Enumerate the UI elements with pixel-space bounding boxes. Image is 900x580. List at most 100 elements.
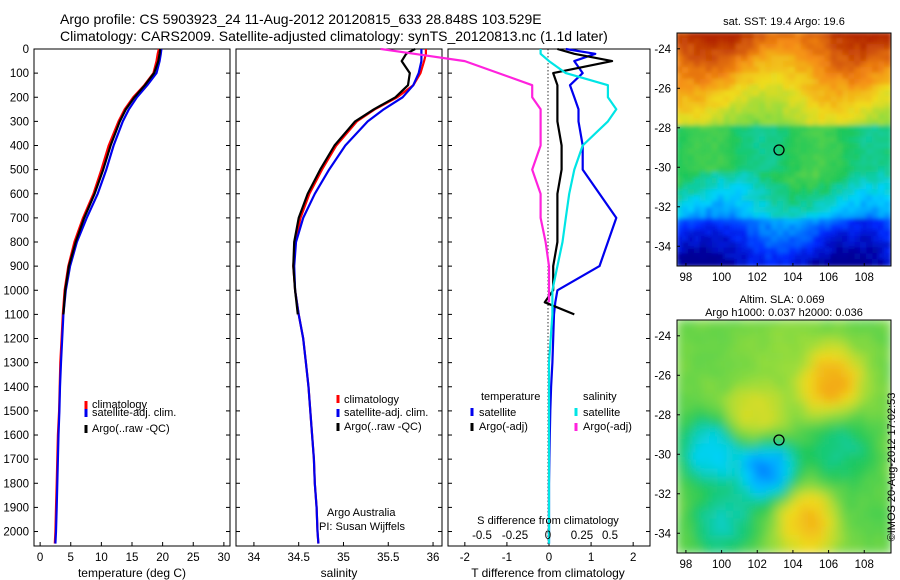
difference-panel: -2 -1 0 1 2 S difference from climatology -0… [380, 47, 651, 580]
x-tick-label: 5 [68, 552, 74, 564]
map-lat-label: -30 [654, 449, 671, 461]
x-tick-label: 36 [427, 552, 440, 564]
difference-series [380, 47, 618, 544]
sst-map-panel: sat. SST: 19.4 Argo: 19.6 98 100 102 104 106… [654, 16, 892, 284]
legend-label-satellite: satellite-adj. clim. [344, 407, 428, 419]
temperature-panel: 0100200300400500600700800900100011001200… [3, 44, 650, 580]
depth-tick-label: 2000 [3, 527, 29, 539]
legend-label-s-satellite: satellite [583, 407, 620, 419]
x-tick-label: 35.5 [377, 552, 399, 564]
s-tick-label: 0.25 [571, 530, 593, 542]
salinity-panel: 34 34.5 35 35.5 36 salinity climatology sate… [235, 48, 443, 580]
sla-map-panel: Altim. SLA: 0.069 Argo h1000: 0.037 h200… [654, 294, 892, 571]
figure-title-line1: Argo profile: CS 5903923_24 11-Aug-2012 … [60, 11, 542, 27]
map-lon-label: 100 [712, 272, 731, 284]
figure-title-line2: Climatology: CARS2009. Satellite-adjuste… [60, 28, 608, 44]
depth-tick-label: 1700 [3, 454, 29, 466]
map-lat-label: -30 [654, 162, 671, 174]
series-line-argo-raw-qc- [292, 48, 416, 315]
x-tick-label: 2 [630, 552, 636, 564]
depth-tick-label: 500 [10, 165, 29, 177]
x-tick-label: 0 [37, 552, 43, 564]
map-lon-label: 102 [748, 272, 767, 284]
depth-tick-label: 400 [10, 141, 29, 153]
series-line-argo-adj- [543, 47, 614, 316]
legend-header-salinity: salinity [583, 391, 617, 403]
series-line-satellite-adj-clim- [293, 49, 423, 544]
legend-label-t-argo: Argo(-adj) [479, 421, 528, 433]
map-lon-label: 98 [680, 272, 693, 284]
depth-tick-label: 1200 [3, 334, 29, 346]
legend-label-argo: Argo(..raw -QC) [92, 423, 170, 435]
map-lon-label: 108 [855, 559, 874, 571]
map-lat-label: -34 [654, 241, 671, 253]
sst-map-frame [676, 32, 892, 267]
depth-tick-label: 1100 [4, 309, 29, 321]
map-lon-label: 104 [783, 559, 803, 571]
temperature-ticks: 0 5 10 15 20 25 30 [37, 542, 230, 564]
x-tick-label: 0 [546, 552, 552, 564]
map-lat-label: -26 [654, 83, 671, 95]
argo-position-marker [773, 144, 785, 156]
x-tick-label: 20 [156, 552, 169, 564]
x-tick-label: 10 [95, 552, 108, 564]
x-tick-label: 1 [588, 552, 594, 564]
s-tick-label: -0.5 [472, 530, 492, 542]
salinity-ticks: 34 34.5 35 35.5 36 [248, 542, 440, 564]
depth-tick-label: 1900 [3, 502, 29, 514]
credit-line1: Argo Australia [327, 507, 396, 519]
x-tick-label: 34.5 [288, 552, 310, 564]
credit-line2: PI: Susan Wijffels [319, 521, 405, 533]
map-lat-label: -28 [654, 123, 671, 135]
salinity-legend: climatology satellite-adj. clim. Argo(..… [336, 394, 428, 433]
sst-map-title: sat. SST: 19.4 Argo: 19.6 [723, 16, 845, 28]
temperature-series [53, 48, 163, 544]
depth-ticks: 0 100 200 300 400 500 600 700 800 900 1000 1100 1200… [3, 44, 650, 539]
s-tick-label: 0 [545, 530, 551, 542]
map-lat-label: -34 [654, 528, 671, 540]
depth-tick-label: 1800 [3, 478, 29, 490]
x-tick-label: 34 [248, 552, 261, 564]
map-lat-label: -26 [654, 370, 671, 382]
x-tick-label: -2 [460, 552, 470, 564]
salinity-axes-frame [235, 48, 443, 547]
series-line-satellite [539, 49, 618, 544]
depth-tick-label: 1500 [3, 406, 29, 418]
x-tick-label: 15 [126, 552, 139, 564]
map-lon-label: 102 [748, 559, 767, 571]
legend-label-t-satellite: satellite [479, 407, 516, 419]
map-lat-label: -32 [654, 202, 671, 214]
series-line-argo-raw-qc- [62, 48, 162, 315]
map-lon-label: 104 [783, 272, 803, 284]
t-difference-ticks: -2 -1 0 1 2 [460, 542, 636, 564]
depth-tick-label: 1000 [3, 285, 29, 297]
imos-watermark: ©IMOS 20-Aug-2012 17:02:53 [886, 393, 898, 542]
sla-map-ticks: 98 100 102 104 106 108 -24 -26 -28 -30 -32 -34 [654, 331, 873, 571]
depth-tick-label: 200 [10, 92, 29, 104]
legend-label-satellite: satellite-adj. clim. [92, 407, 176, 419]
temperature-xlabel: temperature (deg C) [78, 566, 186, 580]
s-difference-ticks: -0.5 -0.25 0 0.25 0.5 [472, 530, 618, 542]
sla-field [677, 320, 891, 553]
salinity-xlabel: salinity [321, 566, 358, 580]
sst-field [677, 33, 891, 266]
depth-tick-label: 300 [10, 116, 29, 128]
map-lat-label: -24 [654, 44, 671, 56]
depth-tick-label: 0 [23, 44, 29, 56]
legend-header-temperature: temperature [481, 391, 540, 403]
series-line-climatology [53, 48, 160, 544]
x-tick-label: 30 [217, 552, 230, 564]
map-lon-label: 106 [819, 559, 838, 571]
s-difference-xlabel: S difference from climatology [477, 515, 619, 527]
series-line-argo-adj- [380, 47, 551, 303]
legend-label-s-argo: Argo(-adj) [583, 421, 632, 433]
argo-position-marker [773, 434, 785, 446]
depth-tick-label: 700 [10, 213, 29, 225]
sla-map-title-line2: Argo h1000: 0.037 h2000: 0.036 [705, 307, 863, 319]
depth-tick-label: 1300 [3, 358, 29, 370]
salinity-series [292, 48, 427, 544]
sst-map-ticks: 98 100 102 104 106 108 -24 -26 -28 -30 -32 -34 [654, 44, 873, 284]
map-lon-label: 108 [855, 272, 874, 284]
map-lat-label: -28 [654, 410, 671, 422]
